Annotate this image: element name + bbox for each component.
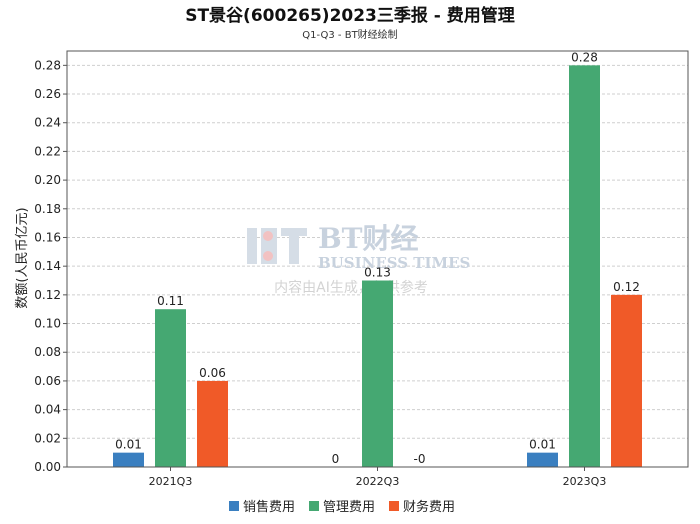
data-label: 0.01 [115,438,142,452]
data-label: 0.11 [157,294,184,308]
y-tick-label: 0.28 [34,58,61,72]
data-label: 0.01 [529,438,556,452]
bar-2 [155,309,186,467]
data-label: 0.06 [199,366,226,380]
y-tick-label: 0.26 [34,87,61,101]
data-label: -0 [414,452,426,466]
y-tick-label: 0.02 [34,431,61,445]
x-category-label: 2021Q3 [149,475,193,488]
y-tick-label: 0.06 [34,374,61,388]
y-tick-label: 0.22 [34,144,61,158]
data-label: 0.13 [364,266,391,280]
y-tick-label: 0.20 [34,173,61,187]
x-category-label: 2022Q3 [356,475,400,488]
legend-swatch [389,501,399,511]
bar-2 [569,65,600,468]
bar-1 [113,452,144,467]
bar-2 [362,280,393,467]
bars [113,65,642,468]
legend-swatch [229,501,239,511]
legend-label: 财务费用 [403,499,455,515]
watermark: BT财经 BUSINESS TIMES 内容由AI生成，仅供参考 [247,222,470,296]
chart-title: ST景谷(600265)2023三季报 - 费用管理 [185,5,515,26]
y-tick-label: 0.10 [34,317,61,331]
data-label: 0.28 [571,50,598,64]
y-tick-label: 0.08 [34,345,61,359]
data-labels: 0.01 0.11 0.06 0 0.13 -0 0.01 0.28 0.12 [115,50,640,466]
y-tick-label: 0.00 [34,460,61,474]
y-tick-label: 0.14 [34,259,61,273]
x-category-label: 2023Q3 [563,475,607,488]
y-axis-ticks: 0.00 0.02 0.04 0.06 0.08 0.10 0.12 0.14 0.16 0.18… [34,58,67,474]
chart-subtitle: Q1-Q3 - BT财经绘制 [302,28,397,41]
bar-3 [611,294,642,467]
y-tick-label: 0.12 [34,288,61,302]
data-label: 0 [332,452,340,466]
y-tick-label: 0.24 [34,116,61,130]
legend-swatch [309,501,319,511]
y-tick-label: 0.16 [34,230,61,244]
legend-label: 管理费用 [323,500,375,515]
x-axis-categories: 2021Q3 2022Q3 2023Q3 [149,467,607,488]
data-label: 0.12 [613,280,640,294]
watermark-latin-text: BUSINESS TIMES [318,254,470,272]
y-axis-label: 数额(人民币亿元) [15,207,30,308]
y-tick-label: 0.18 [34,202,61,216]
bar-3 [197,380,228,467]
bar-1 [527,452,558,467]
watermark-note: 内容由AI生成，仅供参考 [274,279,428,296]
legend: 销售费用 管理费用 财务费用 [229,499,455,515]
legend-label: 销售费用 [243,499,295,515]
watermark-logo-text: BT财经 [318,222,419,255]
y-tick-label: 0.04 [34,403,61,417]
bt-logo-icon [247,228,307,264]
